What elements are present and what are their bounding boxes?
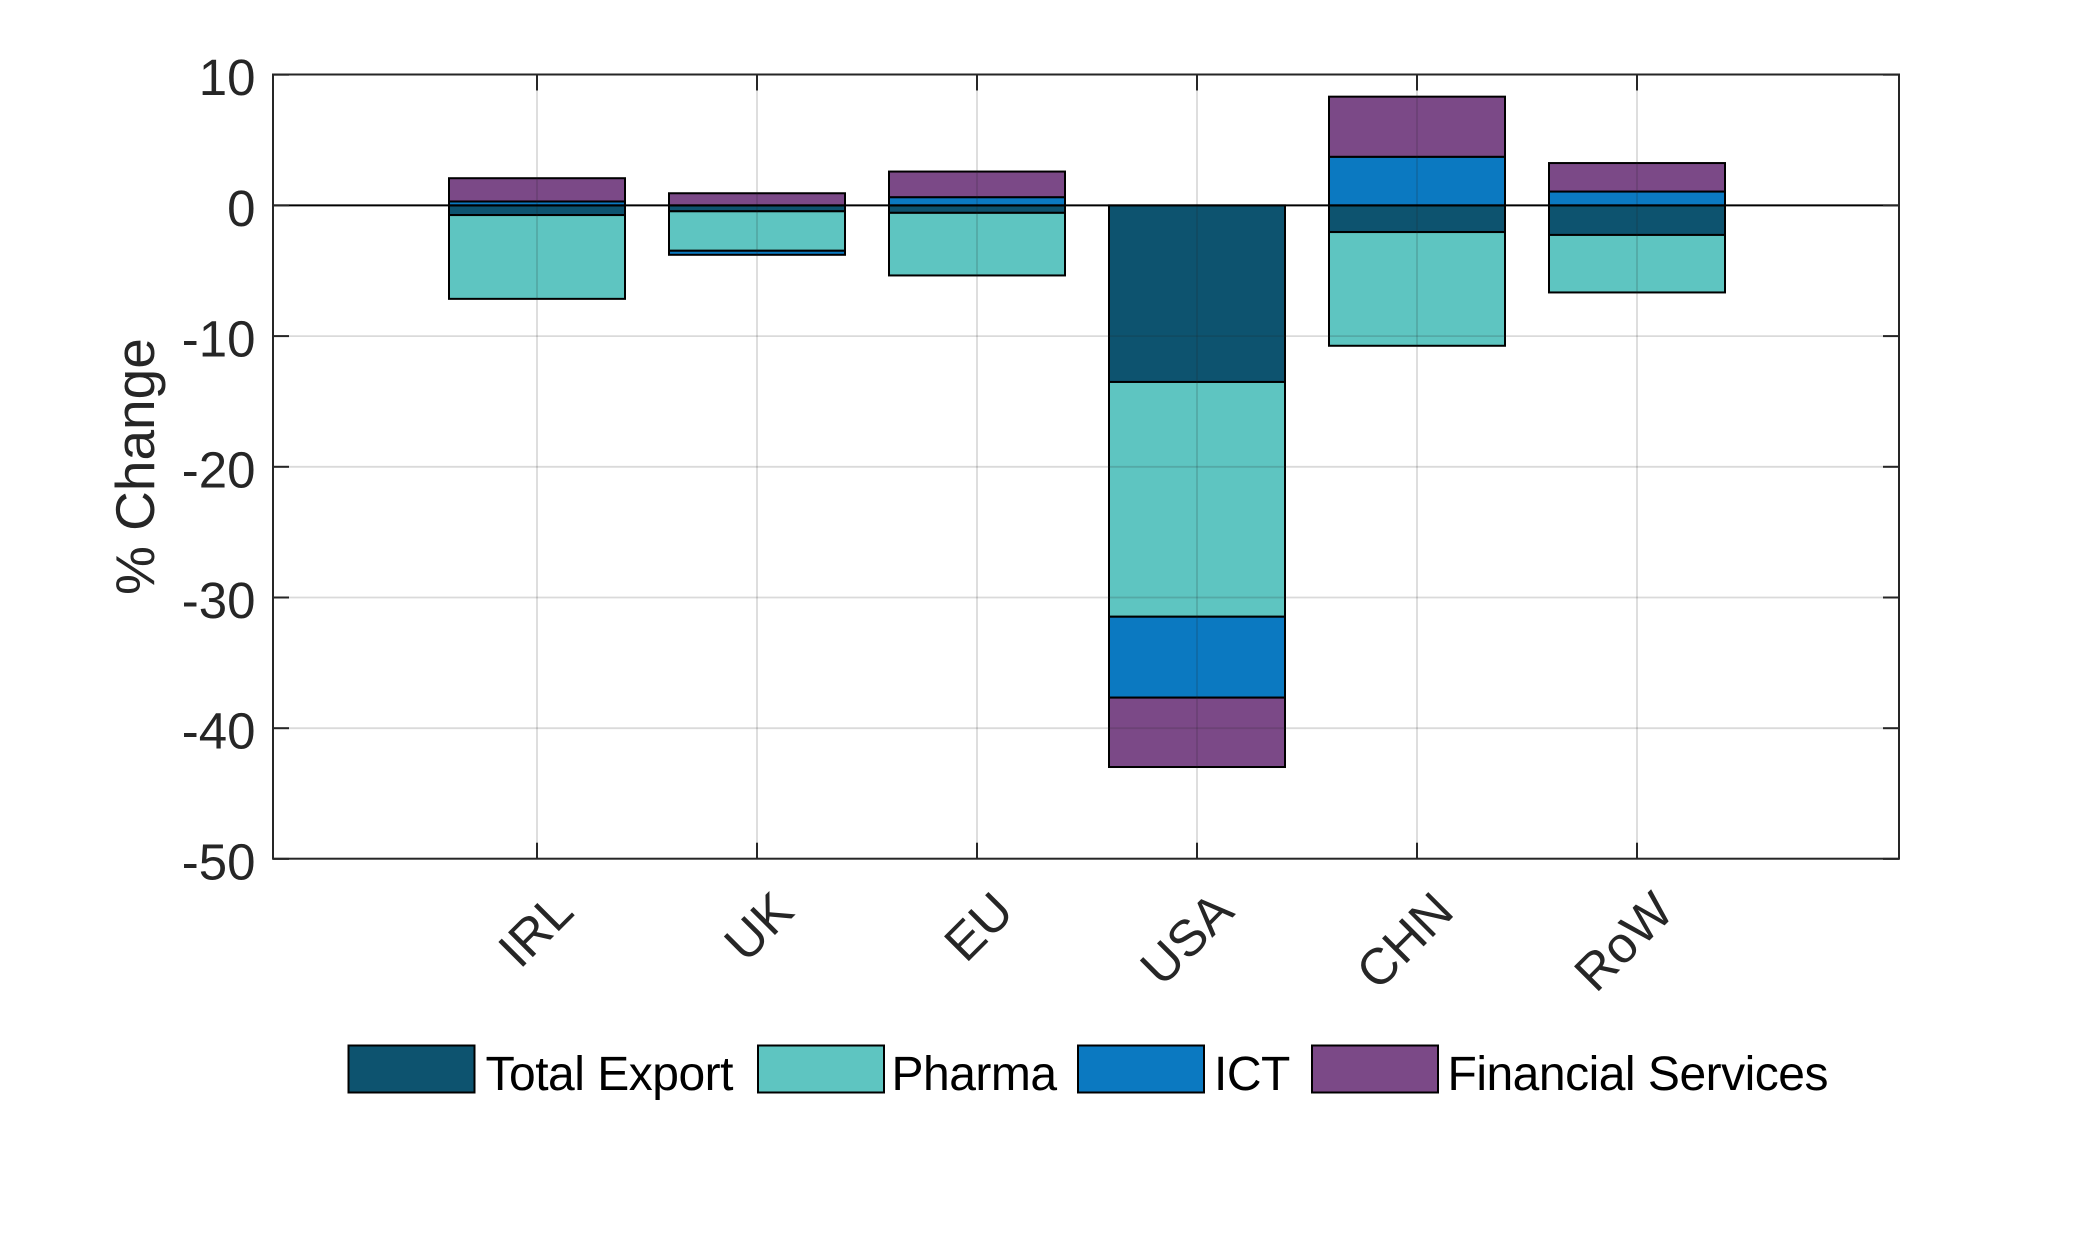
svg-text:Total Export: Total Export <box>486 1048 734 1101</box>
svg-text:10: 10 <box>199 49 256 106</box>
svg-text:-30: -30 <box>182 572 256 629</box>
svg-text:% Change: % Change <box>104 338 166 595</box>
svg-text:-10: -10 <box>182 311 256 368</box>
svg-text:-20: -20 <box>182 441 256 498</box>
svg-text:Pharma: Pharma <box>892 1048 1058 1101</box>
svg-text:-40: -40 <box>182 703 256 760</box>
svg-text:0: 0 <box>227 180 255 237</box>
svg-text:-50: -50 <box>182 833 256 890</box>
svg-text:ICT: ICT <box>1214 1048 1290 1101</box>
svg-text:Financial Services: Financial Services <box>1448 1048 1828 1101</box>
